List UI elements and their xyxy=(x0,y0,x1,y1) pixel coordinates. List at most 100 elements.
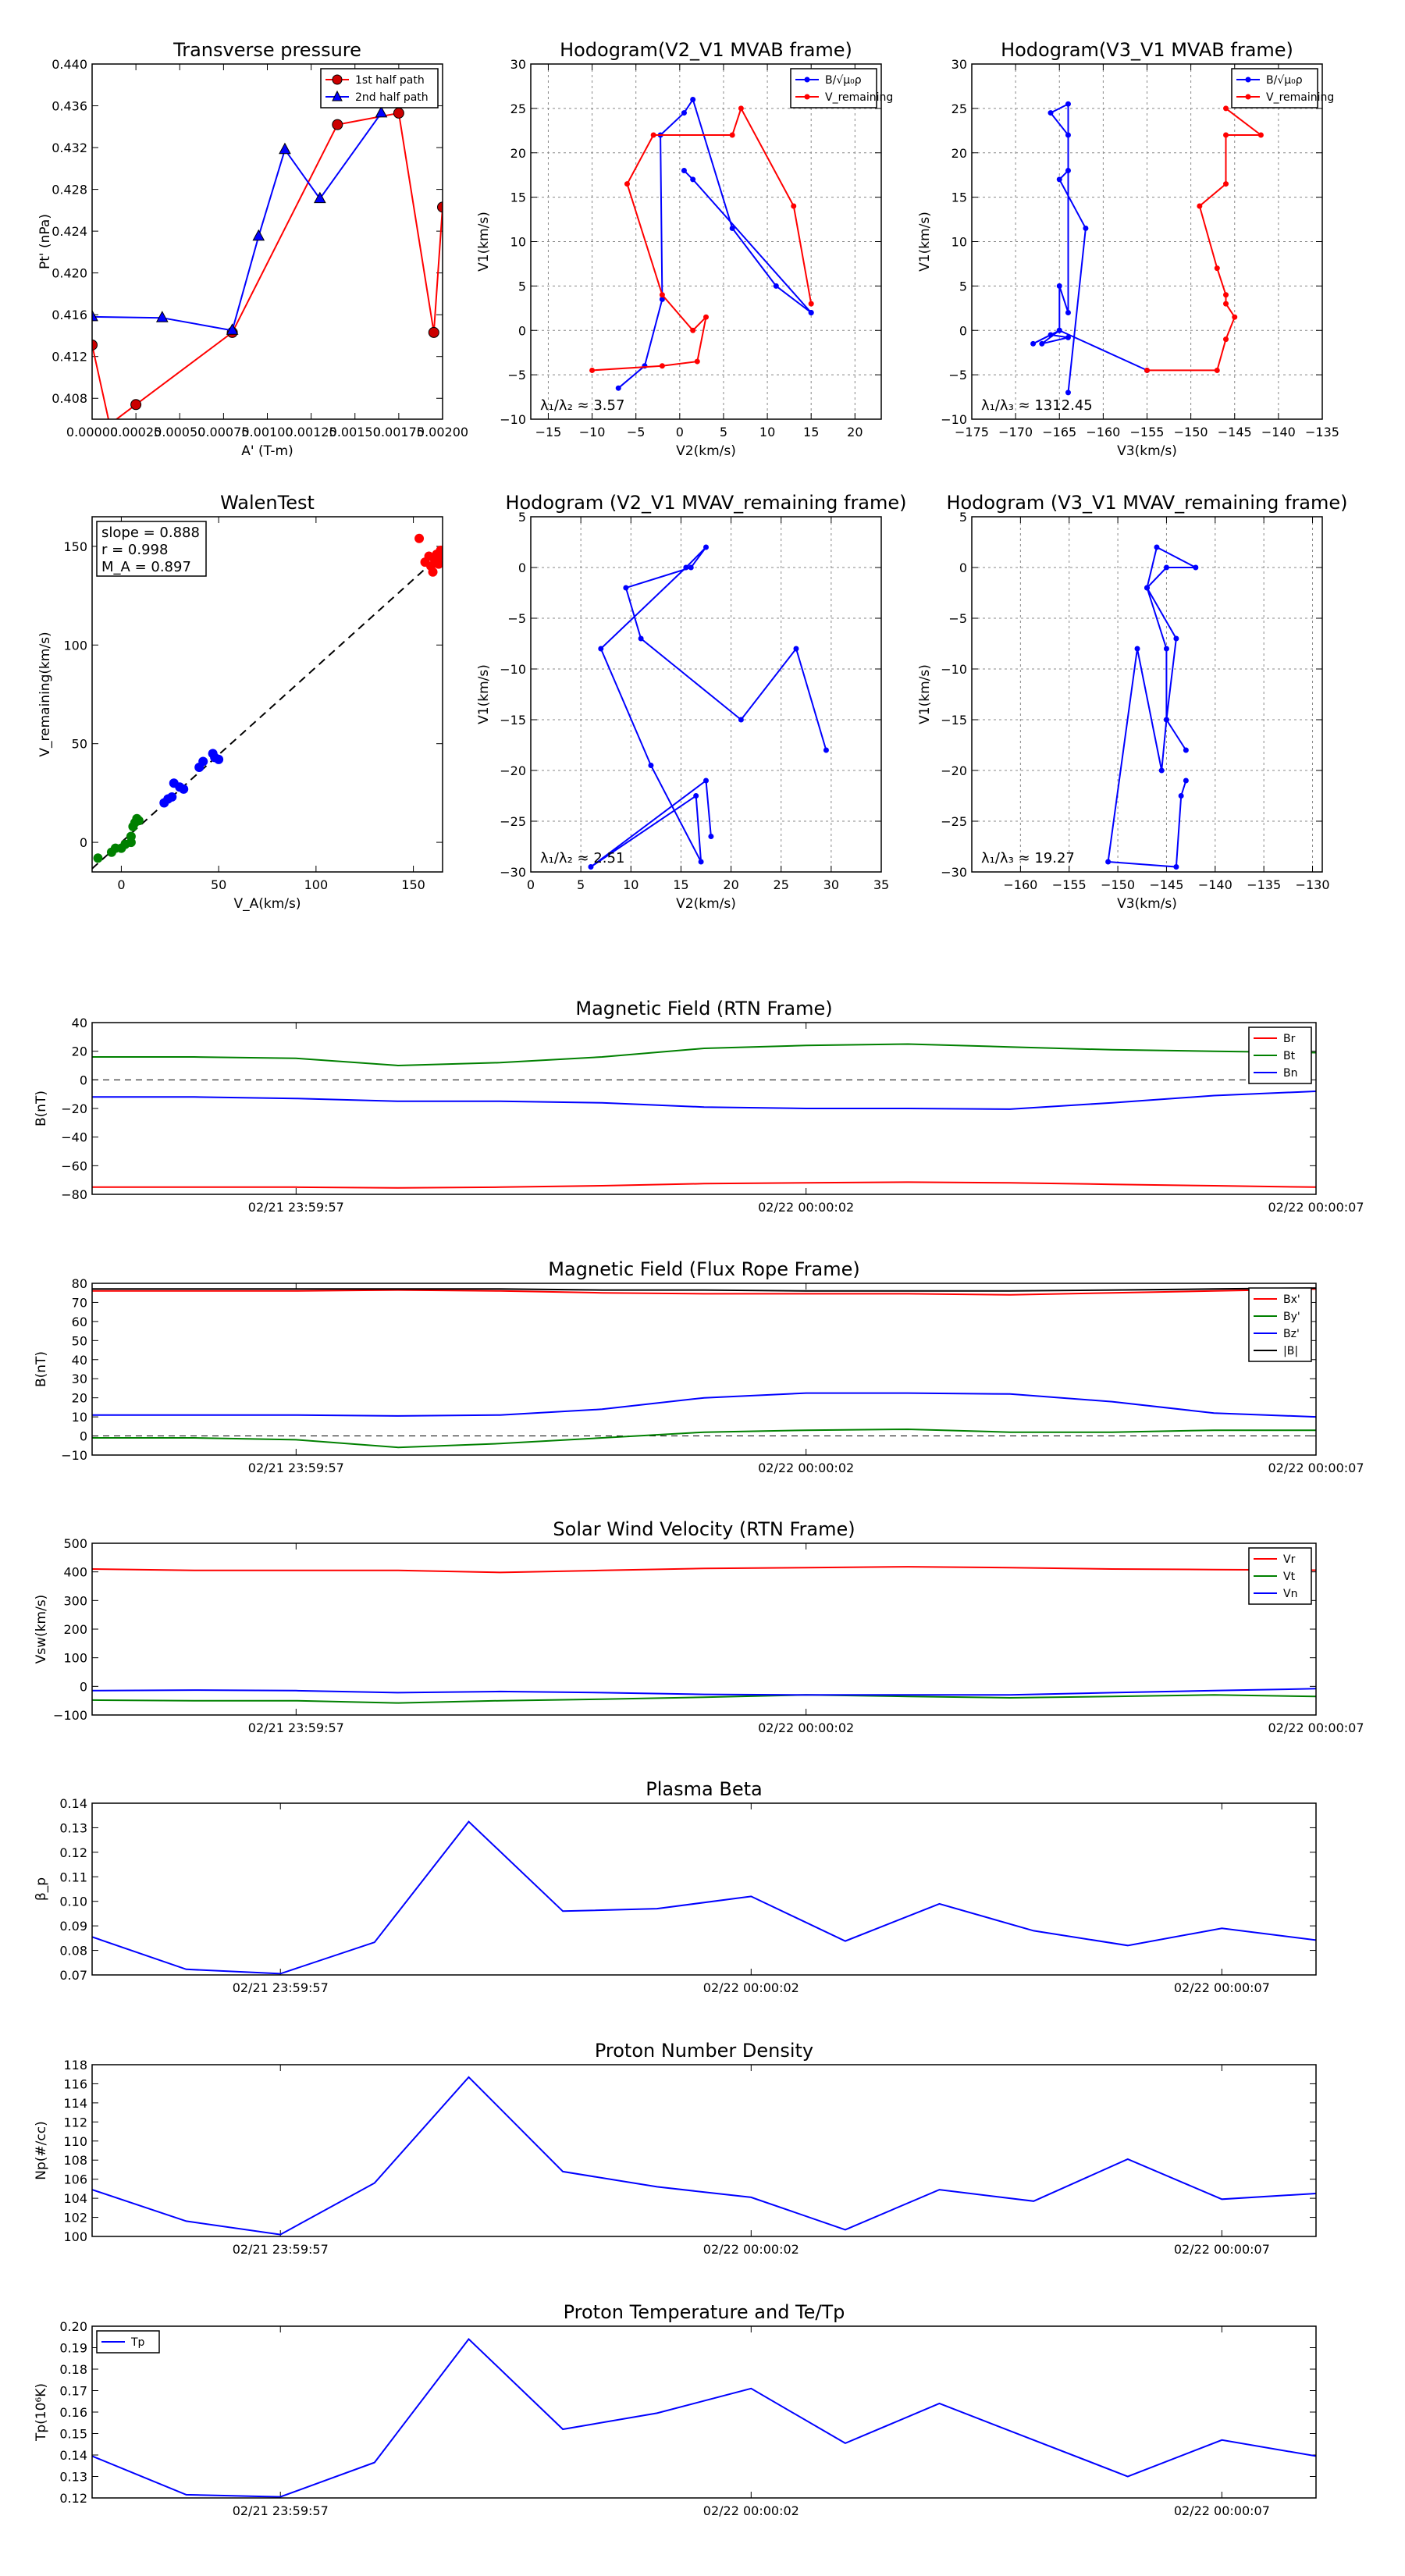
series-line-tp xyxy=(92,2338,1316,2498)
data-point xyxy=(791,203,797,209)
chart-title: Solar Wind Velocity (RTN Frame) xyxy=(553,1518,855,1540)
legend-label: Vn xyxy=(1283,1588,1297,1600)
x-axis-label: V3(km/s) xyxy=(1117,896,1177,912)
y-axis-label: V1(km/s) xyxy=(476,664,492,724)
x-tick-label: −15 xyxy=(535,425,562,439)
series-line-1sthalfpath xyxy=(92,112,443,419)
series-line-bn xyxy=(92,1091,1316,1110)
x-tick-label: 0.00050 xyxy=(154,425,205,439)
chart-title: Magnetic Field (Flux Rope Frame) xyxy=(548,1258,859,1280)
x-tick-label: −155 xyxy=(1130,425,1165,439)
y-tick-label: 0.428 xyxy=(52,183,87,197)
y-tick-label: 100 xyxy=(63,1651,87,1666)
plot-area xyxy=(92,2338,1316,2498)
data-point xyxy=(1223,181,1229,187)
plot-frame xyxy=(91,63,443,420)
data-point xyxy=(698,859,704,865)
series-line-b xyxy=(92,1287,1316,1292)
ratio-annotation: λ₁/λ₃ ≈ 19.27 xyxy=(981,850,1075,866)
y-tick-label: 0.12 xyxy=(59,1845,87,1860)
plot-area xyxy=(92,533,443,870)
x-tick-label: 02/22 00:00:07 xyxy=(1268,1720,1364,1735)
x-tick-label: 0.00200 xyxy=(417,425,468,439)
x-tick-label: 10 xyxy=(623,877,638,892)
x-tick-label: 5 xyxy=(720,425,727,439)
y-tick-label: 400 xyxy=(63,1565,87,1580)
data-point xyxy=(1223,292,1229,298)
stats-text: slope = 0.888 xyxy=(101,525,200,541)
y-tick-label: 50 xyxy=(72,1333,87,1348)
x-tick-label: 02/21 23:59:57 xyxy=(233,2503,329,2518)
data-point xyxy=(659,363,665,369)
plot-frame xyxy=(971,63,1323,420)
legend-marker xyxy=(804,94,810,100)
plot-area xyxy=(92,1820,1316,1975)
x-axis-label: V2(km/s) xyxy=(676,443,736,459)
y-tick-label: 0.13 xyxy=(59,1820,87,1835)
y-tick-label: −20 xyxy=(61,1101,87,1116)
legend: B/√μ₀ρ V_remaining xyxy=(790,68,893,109)
y-tick-label: 118 xyxy=(63,2058,87,2073)
y-axis-label: β_p xyxy=(34,1877,49,1901)
x-tick-label: 150 xyxy=(401,877,425,892)
y-tick-label: −40 xyxy=(61,1130,87,1145)
y-tick-label: −15 xyxy=(941,713,967,728)
plot-area xyxy=(589,97,814,391)
x-tick-label: −165 xyxy=(1042,425,1076,439)
y-tick-label: 110 xyxy=(63,2134,87,2149)
series-line-b xyxy=(1033,102,1147,393)
x-tick-label: −175 xyxy=(955,425,989,439)
plot-area xyxy=(92,1043,1316,1189)
chart-plasma-beta: Plasma Beta 0.07 0.08 0.09 0.10 0.11 0.12 0.13 0… xyxy=(34,1778,1317,1995)
x-tick-label: −135 xyxy=(1247,877,1281,892)
series-line-bx xyxy=(92,1288,1316,1296)
plot-frame xyxy=(91,1283,1317,1456)
x-tick-label: −150 xyxy=(1174,425,1208,439)
chart-title: Transverse pressure xyxy=(173,39,361,61)
chart-magnetic-field-rtn: Magnetic Field (RTN Frame)−80−60−40−2002… xyxy=(34,998,1364,1215)
y-tick-label: 25 xyxy=(510,101,526,116)
y-tick-label: 5 xyxy=(959,279,967,294)
x-tick-label: 02/21 23:59:57 xyxy=(248,1720,344,1735)
x-tick-label: 50 xyxy=(211,877,226,892)
y-tick-label: 0.09 xyxy=(59,1919,87,1934)
x-tick-label: 10 xyxy=(759,425,775,439)
data-point xyxy=(1056,327,1062,333)
plot-area xyxy=(92,105,443,419)
x-tick-label: 25 xyxy=(774,877,789,892)
legend-label: Tp xyxy=(130,2336,145,2349)
plot-area xyxy=(92,1566,1316,1704)
x-tick-label: −145 xyxy=(1218,425,1252,439)
y-tick-label: 0 xyxy=(80,1679,87,1694)
legend: Vr Vt Vn xyxy=(1248,1547,1312,1605)
ratio-annotation: λ₁/λ₂ ≈ 2.51 xyxy=(540,850,624,866)
y-axis-label: V_remaining(km/s) xyxy=(37,632,53,756)
x-tick-label: 02/22 00:00:02 xyxy=(758,1720,854,1735)
y-tick-label: 0.412 xyxy=(52,350,87,365)
data-point xyxy=(659,296,665,302)
data-point xyxy=(1214,265,1220,272)
chart-magnetic-field-flux-rope: Magnetic Field (Flux Rope Frame) −10 0 10 20… xyxy=(34,1258,1364,1475)
scatter-point xyxy=(93,853,103,863)
data-point xyxy=(1178,793,1184,799)
y-tick-label: 0.07 xyxy=(59,1968,87,1983)
x-axis-label: V2(km/s) xyxy=(676,896,736,912)
y-tick-label: 15 xyxy=(951,190,967,205)
series-line-vr xyxy=(92,1566,1316,1574)
y-tick-label: −10 xyxy=(941,662,967,677)
plot-area xyxy=(588,544,829,870)
data-point xyxy=(1223,336,1229,343)
x-tick-label: −170 xyxy=(998,425,1033,439)
legend-label: V_remaining xyxy=(1266,91,1334,104)
x-tick-label: 0.00025 xyxy=(110,425,162,439)
data-point xyxy=(598,646,604,652)
y-tick-label: 0.15 xyxy=(59,2427,87,2442)
data-point xyxy=(1214,367,1220,373)
x-tick-label: −160 xyxy=(1086,425,1120,439)
y-tick-label: −5 xyxy=(507,611,526,626)
y-tick-label: 20 xyxy=(510,146,526,161)
legend-box xyxy=(1248,1287,1312,1362)
x-tick-label: 02/21 23:59:57 xyxy=(233,1980,329,1995)
data-point xyxy=(690,327,696,333)
